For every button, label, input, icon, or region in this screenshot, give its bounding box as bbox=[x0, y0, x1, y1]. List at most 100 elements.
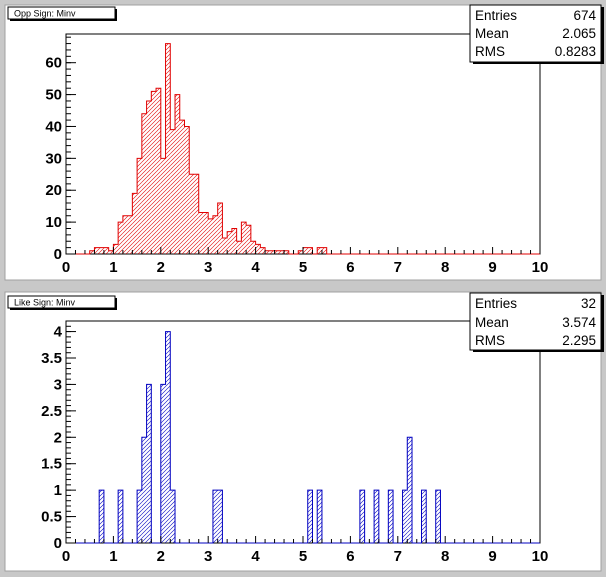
histogram-bin bbox=[284, 250, 289, 254]
stats-entries-value: 674 bbox=[573, 8, 596, 23]
histogram-bin bbox=[236, 241, 242, 254]
stats-rms-value: 2.295 bbox=[562, 333, 596, 348]
stats-rms-label: RMS bbox=[475, 44, 505, 59]
y-tick-label: 0.5 bbox=[41, 509, 62, 526]
histogram-bin bbox=[113, 244, 119, 254]
histogram-outline bbox=[66, 331, 540, 544]
x-tick-label: 5 bbox=[299, 548, 307, 565]
histogram-bars-like-sign bbox=[66, 331, 540, 544]
axes-like-sign: 0 1 2 3 4 5 6 7 8 9 10 0 0.5 1 1.5 2 2.5 3 3.5 4 bbox=[41, 320, 549, 565]
histogram-bin bbox=[435, 490, 441, 543]
histogram-bin bbox=[160, 384, 166, 543]
y-tick-label: 30 bbox=[45, 150, 62, 167]
chart-title: Like Sign: Minv bbox=[14, 298, 76, 308]
histogram-bin bbox=[227, 231, 232, 254]
stats-box bbox=[469, 292, 602, 351]
histogram-outline bbox=[66, 43, 540, 255]
histogram-bin bbox=[137, 158, 142, 254]
histogram-bin bbox=[421, 490, 427, 543]
histogram-bin bbox=[260, 247, 266, 254]
histogram-bin bbox=[388, 490, 394, 543]
y-tick-label: 2 bbox=[54, 429, 62, 446]
stats-mean-value: 3.574 bbox=[562, 315, 596, 330]
histogram-bin bbox=[193, 174, 199, 254]
histogram-bin bbox=[189, 174, 194, 254]
x-tick-label: 4 bbox=[251, 259, 260, 276]
y-tick-label: 2.5 bbox=[41, 403, 62, 420]
histogram-bin bbox=[137, 490, 142, 543]
histogram-bin bbox=[212, 215, 218, 254]
histogram-bin bbox=[184, 126, 190, 254]
x-tick-label: 9 bbox=[488, 548, 496, 565]
histogram-bin bbox=[359, 490, 365, 543]
histogram-bin bbox=[141, 437, 147, 543]
histogram-bin bbox=[269, 250, 275, 254]
y-tick-label: 40 bbox=[45, 118, 62, 135]
histogram-bin bbox=[246, 225, 251, 254]
stats-mean-label: Mean bbox=[475, 26, 509, 41]
histogram-bin bbox=[118, 222, 123, 254]
x-tick-label: 1 bbox=[109, 259, 117, 276]
histogram-bin bbox=[241, 222, 247, 254]
histogram-bin bbox=[151, 91, 157, 255]
histogram-bin bbox=[231, 228, 237, 254]
x-tick-label: 8 bbox=[441, 259, 449, 276]
histogram-bin bbox=[156, 88, 161, 254]
x-tick-label: 0 bbox=[62, 259, 70, 276]
histogram-bin bbox=[108, 250, 114, 254]
stats-rms-label: RMS bbox=[475, 333, 505, 348]
x-tick-label: 1 bbox=[109, 548, 117, 565]
histogram-bin bbox=[94, 247, 100, 254]
histogram-bin bbox=[255, 244, 261, 254]
y-tick-label: 50 bbox=[45, 87, 62, 104]
x-tick-label: 6 bbox=[346, 259, 354, 276]
x-tick-label: 0 bbox=[62, 548, 70, 565]
histogram-bin bbox=[103, 247, 109, 254]
x-tick-label: 10 bbox=[532, 259, 549, 276]
x-tick-label: 2 bbox=[157, 548, 165, 565]
histogram-bin bbox=[303, 247, 308, 254]
x-tick-label: 7 bbox=[394, 548, 402, 565]
y-tick-label: 3.5 bbox=[41, 350, 62, 367]
histogram-bin bbox=[307, 490, 313, 543]
histogram-bin bbox=[132, 193, 138, 254]
x-tick-label: 3 bbox=[204, 259, 212, 276]
title-box[interactable] bbox=[7, 6, 116, 20]
histogram-bin bbox=[198, 212, 204, 254]
histogram-bin bbox=[118, 490, 123, 543]
histogram-bin bbox=[89, 250, 95, 254]
histogram-bin bbox=[321, 247, 327, 254]
histogram-bin bbox=[203, 212, 209, 254]
histogram-bin bbox=[165, 331, 171, 543]
histogram-bin bbox=[160, 158, 166, 254]
x-tick-label: 4 bbox=[251, 548, 260, 565]
histogram-bin bbox=[175, 94, 180, 254]
histogram-bin bbox=[374, 490, 379, 543]
x-tick-label: 9 bbox=[488, 259, 496, 276]
histogram-bin bbox=[317, 247, 322, 254]
histogram-bin bbox=[170, 129, 176, 254]
histogram-bin bbox=[165, 43, 171, 254]
x-tick-label: 5 bbox=[299, 259, 307, 276]
histogram-bin bbox=[265, 250, 270, 254]
stats-box-like-sign[interactable]: Entries 32 Mean 3.574 RMS 2.295 bbox=[469, 292, 604, 352]
pad-opp-sign: 0 1 2 3 4 5 6 7 8 9 10 0 10 20 30 40 50 60 Opp Sign: Minv… bbox=[4, 4, 604, 281]
y-tick-label: 4 bbox=[54, 324, 63, 341]
stats-box-opp-sign[interactable]: Entries 674 Mean 2.065 RMS 0.8283 bbox=[469, 4, 604, 64]
histogram-bin bbox=[179, 120, 185, 254]
histogram-bin bbox=[127, 215, 133, 254]
histogram-bin bbox=[208, 218, 213, 254]
histogram-bin bbox=[99, 247, 104, 254]
x-tick-label: 10 bbox=[532, 548, 549, 565]
histogram-bin bbox=[146, 384, 152, 543]
x-tick-label: 6 bbox=[346, 548, 354, 565]
title-box[interactable] bbox=[7, 295, 116, 309]
x-tick-label: 3 bbox=[204, 548, 212, 565]
y-tick-label: 3 bbox=[54, 376, 62, 393]
histogram-bin bbox=[298, 250, 303, 254]
histogram-bin bbox=[212, 490, 218, 543]
chart-title: Opp Sign: Minv bbox=[14, 9, 76, 19]
y-tick-label: 1 bbox=[54, 482, 62, 499]
stats-rms-value: 0.8283 bbox=[555, 44, 596, 59]
